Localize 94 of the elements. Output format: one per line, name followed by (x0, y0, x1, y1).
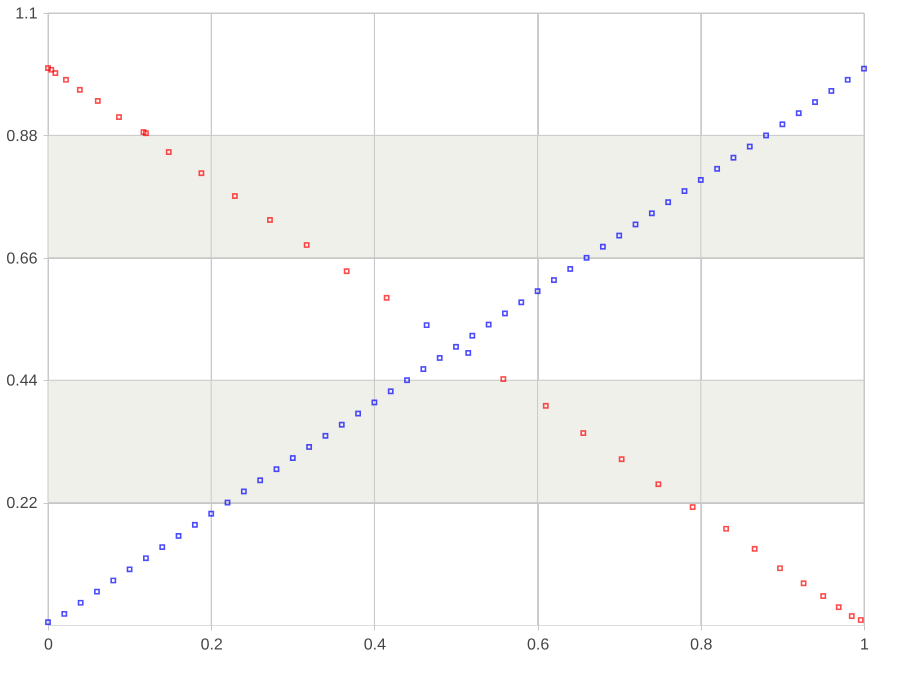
x-tick-label: 0.8 (690, 636, 713, 654)
point (796, 110, 802, 116)
point (580, 430, 586, 436)
y-tick-label: 0.88 (6, 128, 38, 145)
point (542, 402, 549, 409)
point (192, 522, 198, 528)
point (730, 154, 736, 161)
point (486, 322, 492, 328)
point (746, 144, 753, 150)
point (232, 193, 238, 199)
y-tick-label: 0.66 (6, 250, 38, 268)
point (257, 477, 264, 484)
point (322, 432, 328, 439)
point (500, 376, 506, 382)
point (140, 129, 146, 135)
point (424, 322, 430, 328)
point (828, 88, 834, 94)
point (126, 566, 133, 572)
point (355, 410, 361, 417)
point (198, 170, 204, 176)
point (143, 130, 149, 136)
point (518, 299, 524, 306)
point (616, 232, 622, 238)
point (274, 466, 280, 472)
point (48, 66, 54, 73)
point (306, 444, 312, 450)
point (94, 98, 101, 104)
point (618, 456, 625, 462)
point (436, 355, 443, 361)
point (143, 555, 149, 562)
point (338, 422, 345, 428)
point (665, 199, 672, 206)
point (304, 242, 310, 248)
point (76, 86, 83, 93)
point (371, 400, 378, 406)
point (63, 76, 69, 83)
point (534, 288, 541, 294)
point (159, 544, 166, 550)
x-tick-label: 0.6 (526, 636, 550, 654)
point (836, 604, 842, 610)
point (690, 504, 696, 510)
point (45, 619, 51, 626)
point (502, 310, 508, 316)
point (469, 332, 476, 339)
point (584, 254, 590, 261)
point (820, 593, 826, 599)
point (648, 210, 655, 216)
point (388, 388, 394, 394)
point (848, 613, 855, 620)
point (861, 66, 867, 72)
point (567, 266, 574, 272)
point (420, 366, 426, 372)
point (166, 149, 172, 156)
point (800, 580, 807, 586)
point (551, 277, 557, 283)
point (116, 114, 122, 120)
point (208, 510, 214, 517)
point (779, 121, 786, 128)
point (78, 600, 84, 606)
point (110, 578, 116, 584)
point (384, 294, 390, 301)
point (176, 533, 182, 539)
point (752, 546, 758, 552)
y-tick-label: 0.44 (6, 372, 38, 390)
point (682, 188, 688, 194)
x-tick-label: 0 (44, 636, 54, 654)
point (698, 176, 704, 183)
point (344, 268, 350, 274)
point (812, 99, 818, 105)
point (465, 350, 472, 356)
point (777, 565, 783, 572)
point (763, 132, 769, 138)
point (45, 65, 51, 71)
point (714, 166, 720, 172)
point (240, 488, 247, 494)
point (632, 221, 638, 228)
point (267, 217, 273, 223)
point (453, 344, 459, 350)
point (600, 244, 606, 250)
x-tick-label: 0.2 (200, 636, 223, 654)
point (61, 610, 68, 617)
y-tick-label: 1.1 (15, 6, 38, 22)
point (723, 526, 730, 532)
point (404, 377, 410, 384)
x-tick-label: 0.4 (364, 636, 386, 654)
y-tick-label: 0.22 (6, 495, 38, 512)
point (655, 481, 662, 488)
point (290, 455, 296, 462)
point (52, 70, 58, 76)
point (844, 76, 851, 83)
point (94, 588, 100, 595)
point (224, 500, 230, 506)
x-tick-label: 1 (860, 636, 870, 654)
point (858, 617, 864, 623)
